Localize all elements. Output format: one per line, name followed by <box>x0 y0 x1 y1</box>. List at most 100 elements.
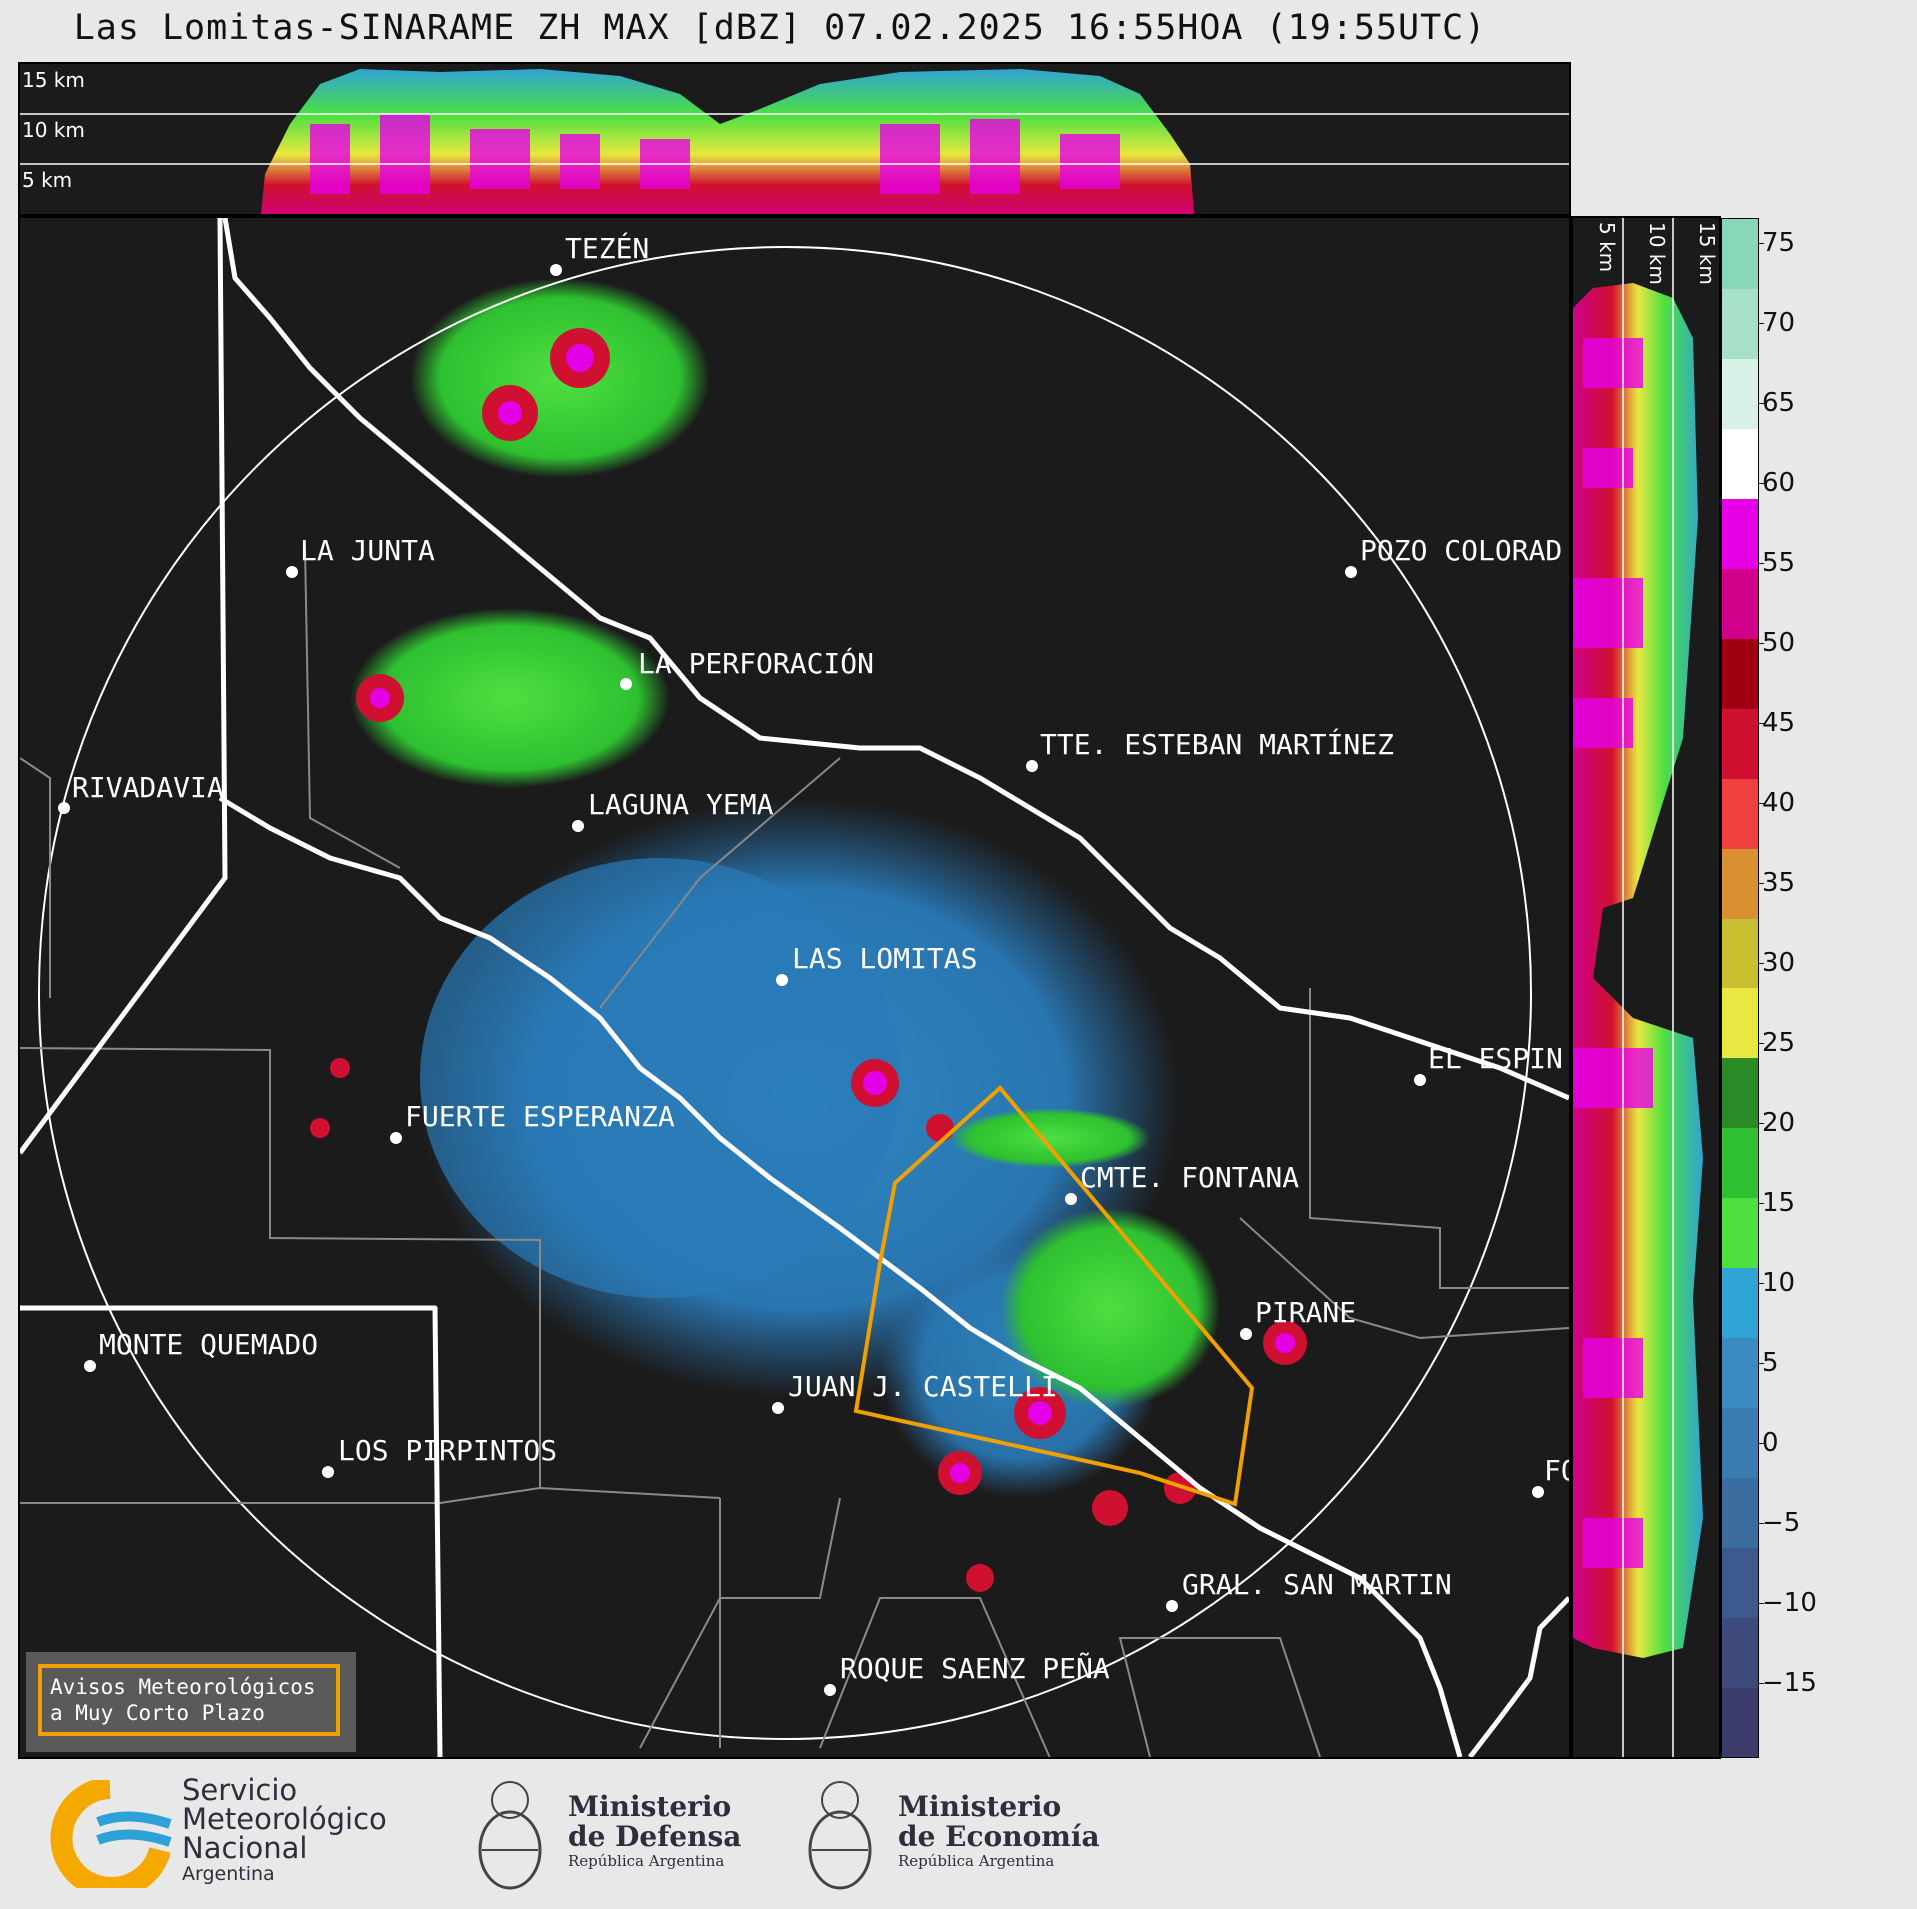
colorbar-segment <box>1722 1547 1758 1618</box>
colorbar-segment <box>1722 1267 1758 1339</box>
colorbar-segment <box>1722 1617 1758 1688</box>
colorbar-segment <box>1722 219 1758 290</box>
smn-line-2: Meteorológico <box>182 1802 387 1836</box>
colorbar-segment <box>1722 428 1758 500</box>
defensa-line-1: Ministerio <box>568 1790 732 1823</box>
city-dot-pirane <box>1240 1328 1252 1340</box>
colorbar-segment <box>1722 638 1758 709</box>
colorbar-tick-label: 35 <box>1758 868 1822 898</box>
city-dot-monte-quemado <box>84 1360 96 1372</box>
smn-logo <box>48 1777 173 1899</box>
side-height-label-5km: 5 km <box>1595 222 1619 273</box>
city-dot-juan-j-castelli <box>772 1402 784 1414</box>
city-dot-rivadavia <box>58 802 70 814</box>
colorbar-segment <box>1722 1687 1758 1758</box>
avisos-line-1: Avisos Meteorológicos <box>50 1675 316 1699</box>
city-label-tte-esteban-martinez: TTE. ESTEBAN MARTÍNEZ <box>1040 728 1395 761</box>
colorbar-segment <box>1722 848 1758 919</box>
colorbar-segment <box>1722 568 1758 639</box>
colorbar-tick-label: 10 <box>1758 1268 1822 1298</box>
colorbar-segment <box>1722 918 1758 989</box>
height-label-15km: 15 km <box>22 68 85 92</box>
city-dot-gral-san-martin <box>1166 1600 1178 1612</box>
colorbar-segment <box>1722 778 1758 849</box>
colorbar-tick-label: 5 <box>1758 1348 1822 1378</box>
city-label-los-pirpintos: LOS PIRPINTOS <box>338 1434 558 1467</box>
economia-line-1: Ministerio <box>898 1790 1062 1823</box>
colorbar-tick-label: 60 <box>1758 468 1822 498</box>
city-dot-tte-esteban-martinez <box>1026 760 1038 772</box>
defensa-line-3: República Argentina <box>568 1852 725 1870</box>
city-dot-fuerte-esperanza <box>390 1132 402 1144</box>
dbz-colorbar <box>1721 218 1759 1758</box>
defensa-text: Ministerio de Defensa República Argentin… <box>568 1790 742 1871</box>
city-label-gral-san-martin: GRAL. SAN MARTIN <box>1182 1568 1452 1601</box>
city-dot-los-pirpintos <box>322 1466 334 1478</box>
colorbar-segment <box>1722 1197 1758 1269</box>
colorbar-segment <box>1722 1337 1758 1408</box>
city-label-el-espin: EL ESPIN <box>1428 1042 1563 1075</box>
defensa-line-2: de Defensa <box>568 1820 742 1853</box>
side-height-label-15km: 15 km <box>1695 222 1719 285</box>
side-cross-section: 5 km 10 km 15 km <box>1571 216 1721 1759</box>
smn-line-4: Argentina <box>182 1863 275 1885</box>
city-label-juan-j-castelli: JUAN J. CASTELLI <box>788 1370 1058 1403</box>
smn-line-3: Nacional <box>182 1831 308 1865</box>
colorbar-segment <box>1722 1127 1758 1199</box>
city-label-pozo-colorado: POZO COLORAD <box>1360 534 1563 567</box>
city-dot-fo <box>1532 1486 1544 1498</box>
city-label-laguna-yema: LAGUNA YEMA <box>588 788 774 821</box>
city-label-fo: FO <box>1544 1454 1569 1487</box>
colorbar-tick-label: 75 <box>1758 228 1822 258</box>
footer: Servicio Meteorológico Nacional Argentin… <box>0 1762 1917 1909</box>
city-label-pirane: PIRANE <box>1255 1296 1357 1329</box>
city-label-la-junta: LA JUNTA <box>300 534 435 567</box>
colorbar-tick-label: 20 <box>1758 1108 1822 1138</box>
smn-line-1: Servicio <box>182 1773 298 1807</box>
colorbar-segment <box>1722 288 1758 360</box>
city-dot-laguna-yema <box>572 820 584 832</box>
colorbar-tick-label: 55 <box>1758 548 1822 578</box>
economia-text: Ministerio de Economía República Argenti… <box>898 1790 1100 1871</box>
colorbar-tick-label: −5 <box>1758 1508 1822 1538</box>
top-cross-section: 15 km 10 km 5 km <box>18 62 1571 216</box>
city-label-rivadavia: RIVADAVIA <box>72 771 224 804</box>
colorbar-segment <box>1722 708 1758 779</box>
colorbar-segment <box>1722 498 1758 570</box>
city-dot-el-espin <box>1414 1074 1426 1086</box>
city-label-monte-quemado: MONTE QUEMADO <box>99 1328 319 1361</box>
map-title: Las Lomitas-SINARAME ZH MAX [dBZ] 07.02.… <box>73 8 1487 48</box>
city-label-cmte-fontana: CMTE. FONTANA <box>1080 1161 1300 1194</box>
colorbar-tick-label: 70 <box>1758 308 1822 338</box>
colorbar-tick-label: 65 <box>1758 388 1822 418</box>
avisos-box: Avisos Meteorológicos a Muy Corto Plazo <box>26 1652 356 1752</box>
colorbar-tick-label: −15 <box>1758 1668 1822 1698</box>
city-dot-roque-saenz-pena <box>824 1684 836 1696</box>
colorbar-segment <box>1722 358 1758 430</box>
colorbar-segment <box>1722 1407 1758 1478</box>
coat-of-arms-icon <box>800 1770 880 1898</box>
colorbar-tick-label: 45 <box>1758 708 1822 738</box>
city-dot-la-perforacion <box>620 678 632 690</box>
economia-line-3: República Argentina <box>898 1852 1055 1870</box>
colorbar-segment <box>1722 1057 1758 1129</box>
city-dot-las-lomitas <box>776 974 788 986</box>
colorbar-tick-label: 50 <box>1758 628 1822 658</box>
city-dot-la-junta <box>286 566 298 578</box>
city-label-las-lomitas: LAS LOMITAS <box>792 942 978 975</box>
colorbar-tick-label: 30 <box>1758 948 1822 978</box>
coat-of-arms-icon <box>470 1770 550 1898</box>
city-label-tezen: TEZÉN <box>565 232 650 265</box>
colorbar-tick-label: 25 <box>1758 1028 1822 1058</box>
city-dot-cmte-fontana <box>1065 1193 1077 1205</box>
radar-map: TEZÉN LA JUNTA POZO COLORAD LA PERFORACI… <box>18 216 1571 1759</box>
colorbar-tick-label: 15 <box>1758 1188 1822 1218</box>
colorbar-segment <box>1722 1477 1758 1548</box>
radar-map-canvas <box>20 218 1569 1757</box>
smn-text: Servicio Meteorológico Nacional Argentin… <box>182 1773 387 1886</box>
economia-line-2: de Economía <box>898 1820 1100 1853</box>
avisos-line-2: a Muy Corto Plazo <box>50 1701 265 1725</box>
height-label-5km: 5 km <box>22 168 73 192</box>
height-label-10km: 10 km <box>22 118 85 142</box>
colorbar-tick-label: 40 <box>1758 788 1822 818</box>
